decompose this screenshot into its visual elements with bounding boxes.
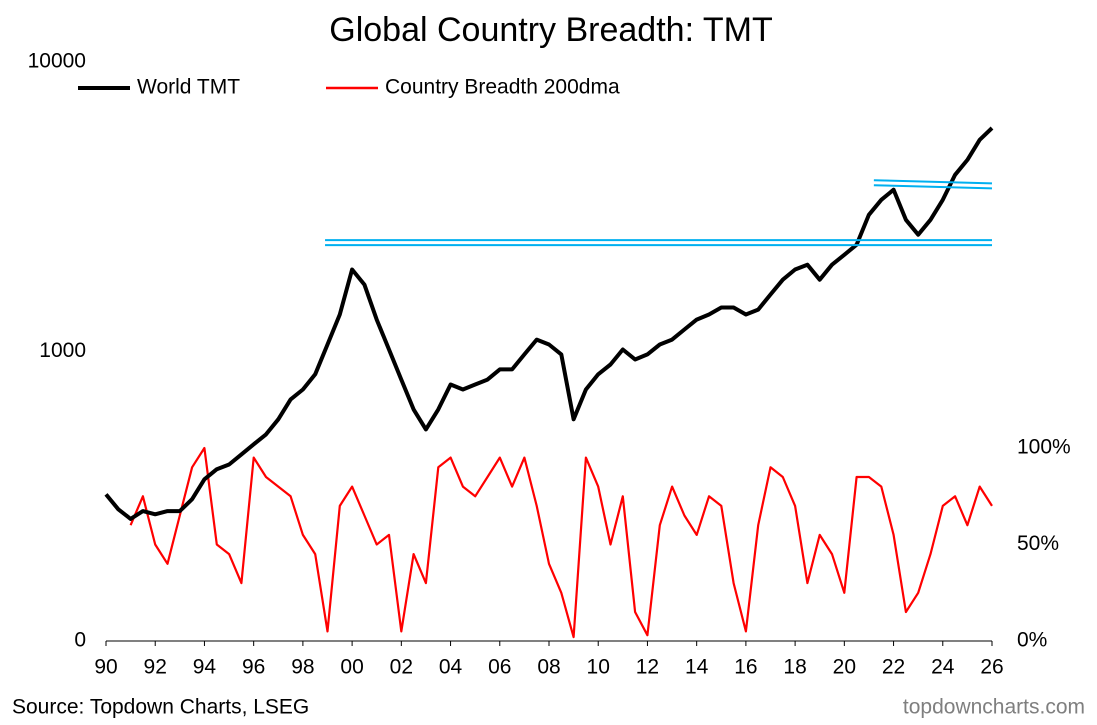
series-line xyxy=(104,126,994,521)
y-tick-label: 10000 xyxy=(28,50,86,73)
y-tick-label: 1000 xyxy=(39,339,86,362)
watermark: topdowncharts.com xyxy=(903,696,1085,719)
x-tick-label: 24 xyxy=(931,656,955,679)
x-tick-label: 16 xyxy=(734,656,757,679)
reference-line xyxy=(873,184,993,190)
y2-tick-label: 100% xyxy=(1017,436,1071,459)
x-tick-label: 92 xyxy=(144,656,167,679)
x-tick-label: 14 xyxy=(685,656,709,679)
x-tick-label: 12 xyxy=(636,656,659,679)
x-tick-label: 04 xyxy=(439,656,463,679)
x-tick-label: 26 xyxy=(980,656,1003,679)
x-tick-label: 20 xyxy=(833,656,856,679)
x-tick-label: 94 xyxy=(193,656,217,679)
x-tick-label: 06 xyxy=(488,656,511,679)
x-tick-label: 90 xyxy=(94,656,117,679)
reference-line xyxy=(873,179,993,185)
x-tick-label: 00 xyxy=(340,656,363,679)
x-tick-label: 96 xyxy=(242,656,265,679)
series-line xyxy=(129,446,993,639)
x-tick-label: 98 xyxy=(291,656,314,679)
legend-label: World TMT xyxy=(137,76,240,99)
x-tick-label: 22 xyxy=(882,656,905,679)
x-tick-label: 08 xyxy=(537,656,560,679)
y2-tick-label: 0% xyxy=(1017,629,1047,652)
y-tick-label: 0 xyxy=(74,629,86,652)
y2-tick-label: 50% xyxy=(1017,532,1059,555)
source: Source: Topdown Charts, LSEG xyxy=(12,696,309,719)
x-tick-label: 18 xyxy=(783,656,806,679)
chart-title: Global Country Breadth: TMT xyxy=(329,11,772,49)
legend-label: Country Breadth 200dma xyxy=(385,76,620,99)
x-tick-label: 02 xyxy=(390,656,413,679)
x-tick-label: 10 xyxy=(587,656,610,679)
